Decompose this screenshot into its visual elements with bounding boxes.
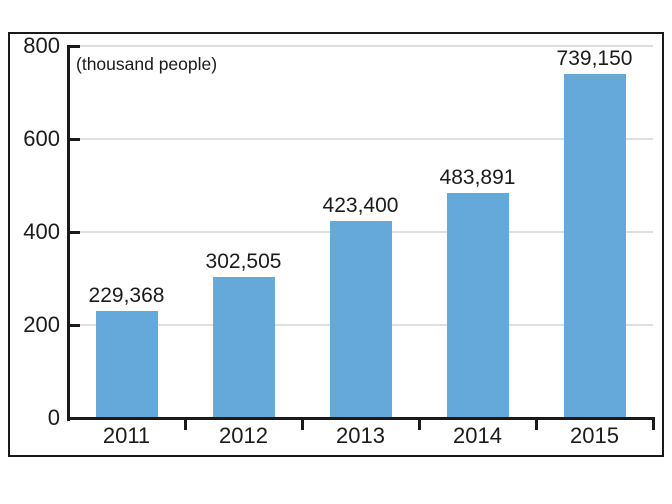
bar-2011 bbox=[95, 311, 158, 419]
bar-2015 bbox=[563, 74, 626, 419]
x-tick-label: 2014 bbox=[453, 423, 502, 448]
y-tick-label: 800 bbox=[23, 33, 60, 58]
y-tick-label: 400 bbox=[23, 219, 60, 244]
bar-2013 bbox=[329, 221, 392, 419]
y-tick-label: 600 bbox=[23, 126, 60, 151]
gridline bbox=[70, 45, 653, 47]
gridline bbox=[70, 138, 653, 140]
x-axis-tick bbox=[183, 417, 187, 430]
x-tick-label: 2011 bbox=[102, 423, 151, 448]
bar-value-label: 229,368 bbox=[88, 284, 165, 308]
x-tick-label: 2013 bbox=[336, 423, 385, 448]
y-tick-label: 200 bbox=[23, 312, 60, 337]
y-axis-tick bbox=[70, 137, 80, 141]
x-tick-label: 2015 bbox=[570, 423, 619, 448]
y-tick-label: 0 bbox=[47, 405, 60, 430]
x-axis-line bbox=[67, 417, 653, 420]
y-axis-tick bbox=[70, 44, 80, 48]
x-axis-tick bbox=[300, 417, 304, 430]
bar-value-label: 739,150 bbox=[556, 47, 633, 71]
y-axis-line bbox=[67, 45, 70, 421]
bar-value-label: 423,400 bbox=[322, 194, 399, 218]
y-axis-tick bbox=[70, 230, 80, 234]
x-tick-label: 2012 bbox=[219, 423, 268, 448]
y-axis-tick bbox=[70, 323, 80, 327]
unit-label: (thousand people) bbox=[76, 54, 218, 74]
x-axis-tick bbox=[651, 417, 655, 430]
x-axis-tick bbox=[417, 417, 421, 430]
bar-value-label: 483,891 bbox=[439, 165, 516, 189]
bar-2012 bbox=[212, 277, 275, 419]
x-axis-tick bbox=[534, 417, 538, 430]
bar-value-label: 302,505 bbox=[205, 250, 282, 274]
bar-2014 bbox=[446, 192, 509, 419]
